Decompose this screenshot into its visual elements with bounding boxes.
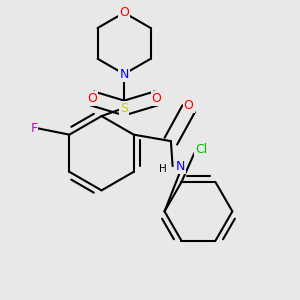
Text: F: F	[30, 122, 38, 135]
Text: N: N	[119, 68, 129, 81]
Text: Cl: Cl	[195, 143, 207, 156]
Text: O: O	[87, 92, 97, 105]
Text: H: H	[159, 164, 167, 174]
Text: O: O	[119, 6, 129, 19]
Text: O: O	[152, 92, 161, 105]
Text: S: S	[120, 101, 128, 115]
Text: O: O	[184, 99, 194, 112]
Text: N: N	[176, 160, 185, 173]
